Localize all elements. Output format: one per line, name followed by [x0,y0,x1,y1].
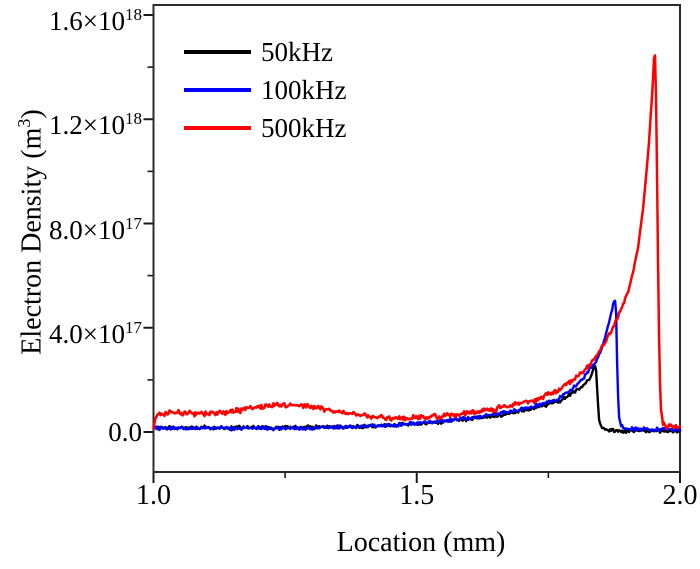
legend-label: 500kHz [261,113,347,143]
legend-line-swatch [184,50,251,54]
legend-label: 100kHz [261,75,347,105]
y-tick-label: 0.0 [108,417,142,447]
legend-item-500khz: 500kHz [184,109,346,147]
y-tick-label: 1.2×1018 [49,109,142,141]
x-tick-label: 1.5 [399,480,435,511]
series-line-100khz [152,299,682,433]
x-axis-title: Location (mm) [336,527,506,558]
legend-line-swatch [184,126,251,130]
x-tick-label: 2.0 [662,480,698,511]
legend-item-100khz: 100kHz [184,71,346,109]
y-tick-label: 4.0×1017 [49,317,142,349]
y-tick-label: 1.6×1018 [49,5,142,36]
legend-line-swatch [184,88,251,92]
series-line-500khz [152,54,682,431]
plot-frame [152,4,681,473]
legend-label: 50kHz [261,37,333,67]
legend-item-50khz: 50kHz [184,33,346,71]
y-tick-label: 8.0×1017 [49,213,142,245]
legend: 50kHz 100kHz 500kHz [184,33,346,147]
x-tick-label: 1.0 [136,480,171,511]
